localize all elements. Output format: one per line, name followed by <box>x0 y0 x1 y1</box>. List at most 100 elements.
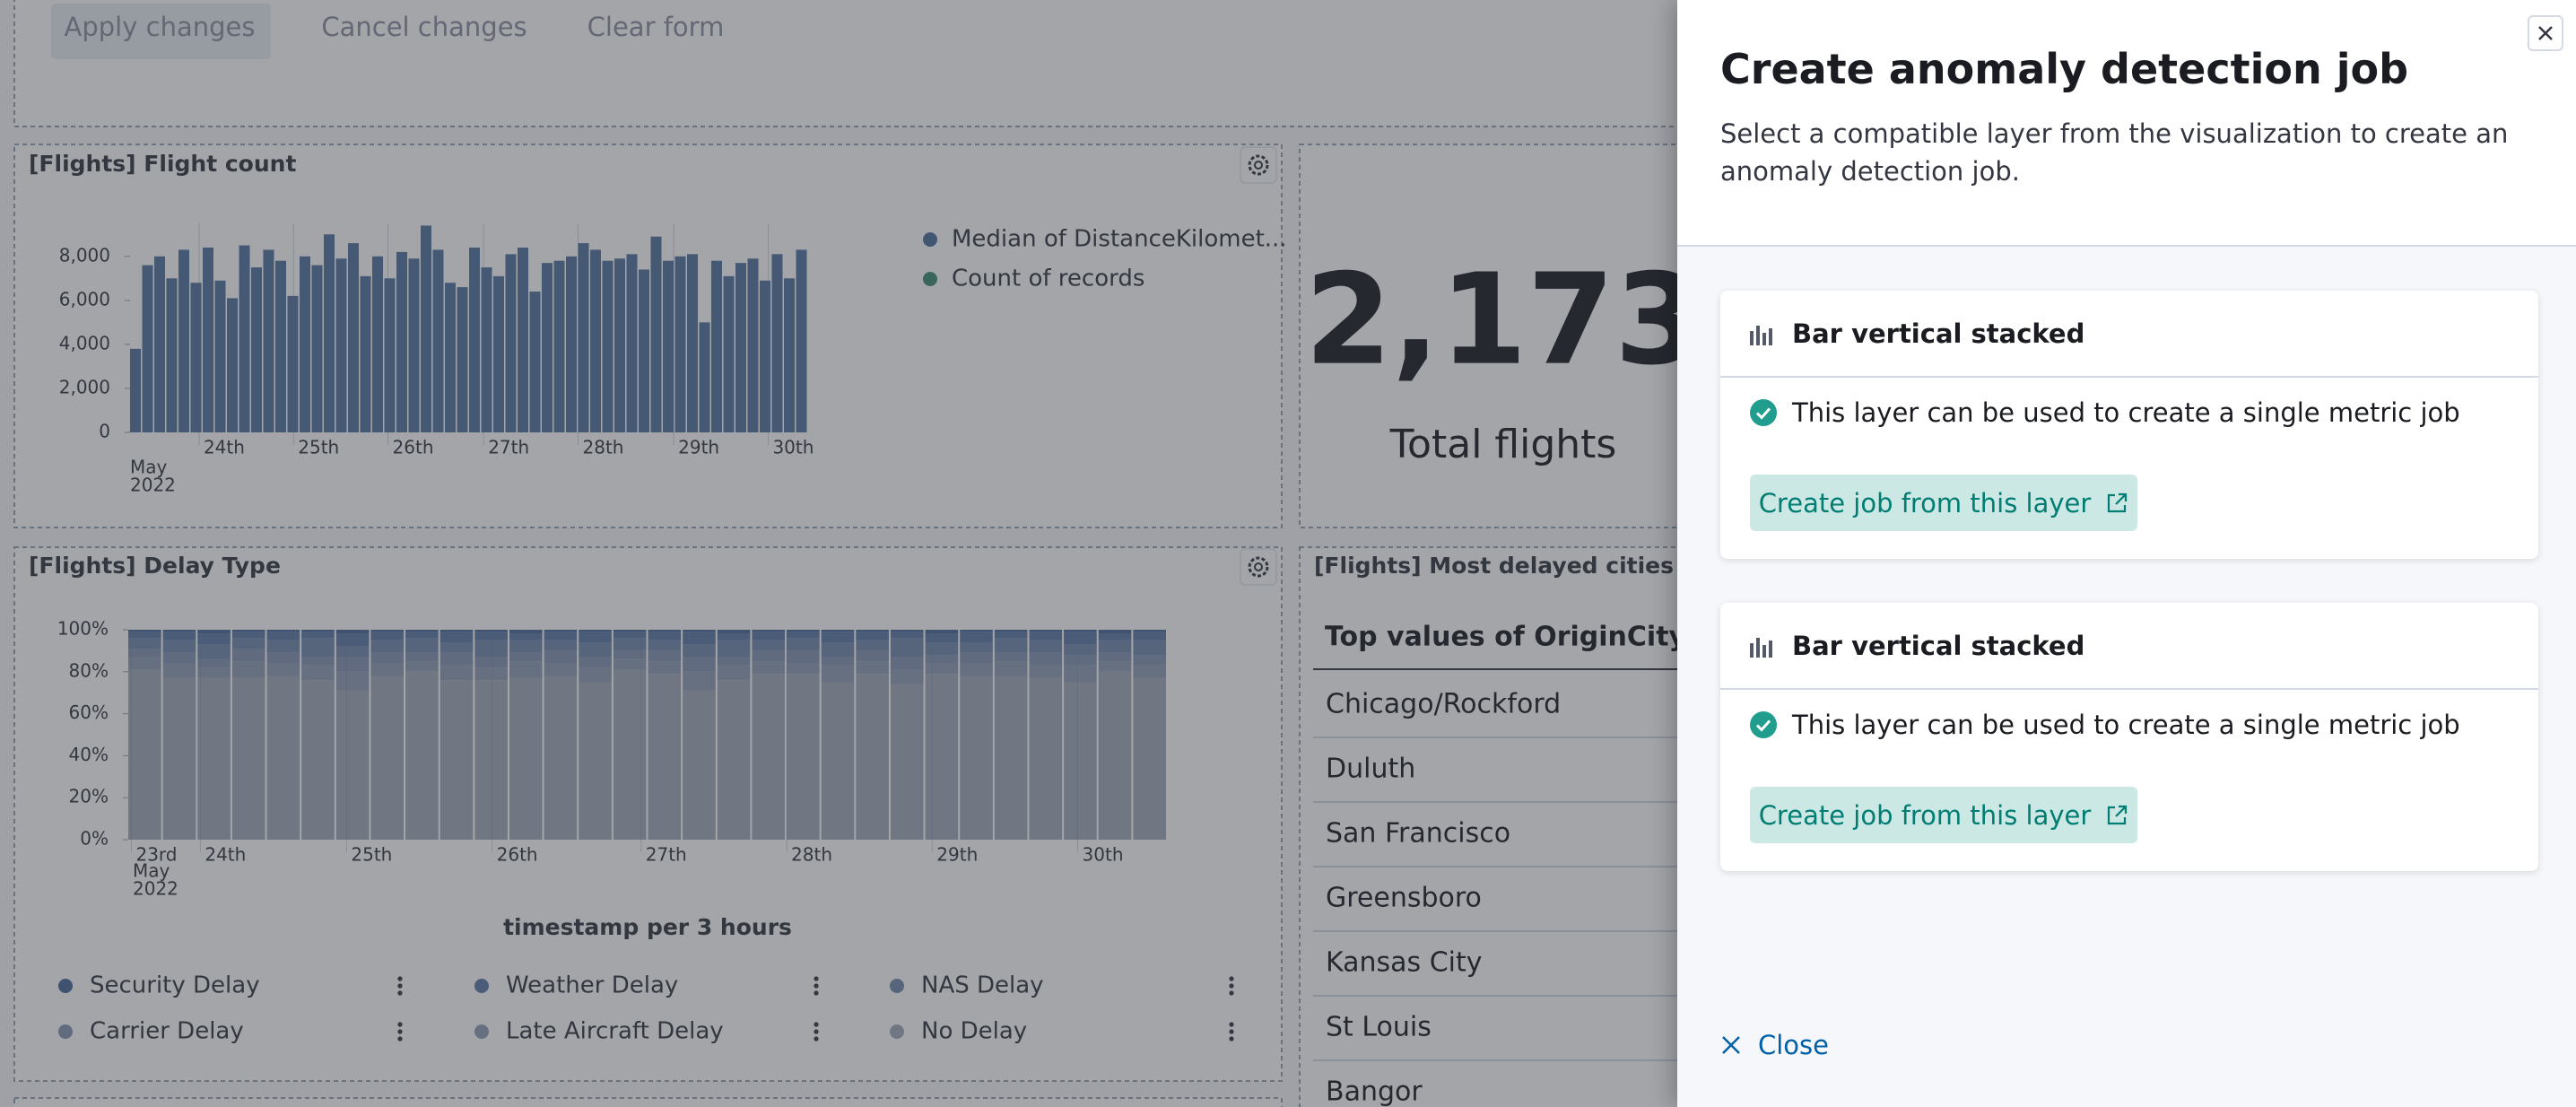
legend-label[interactable]: NAS Delay <box>921 972 1044 999</box>
bar-segment <box>648 650 682 662</box>
bar-segment <box>301 630 335 632</box>
toolbar-button[interactable]: Apply changes <box>65 12 256 42</box>
bar-segment <box>994 676 1028 840</box>
bar-segment <box>1133 640 1166 656</box>
legend-menu <box>814 1022 819 1027</box>
legend-dot <box>474 1024 489 1039</box>
bar-segment <box>231 661 265 678</box>
panel <box>13 0 1677 127</box>
toolbar-button[interactable]: Clear form <box>587 12 725 42</box>
bar <box>166 278 178 432</box>
panel-options-button[interactable] <box>1240 548 1277 586</box>
bar <box>214 280 226 432</box>
bar <box>614 258 625 432</box>
bar-segment <box>856 674 889 840</box>
bar-segment <box>128 669 161 840</box>
close-icon-button[interactable] <box>2528 15 2563 51</box>
check-icon <box>1750 399 1777 426</box>
bar <box>154 256 165 432</box>
bar-segment <box>301 680 335 840</box>
message-text: This layer can be used to create a singl… <box>1792 710 2460 740</box>
bar <box>602 260 614 432</box>
bar-segment <box>1029 652 1063 666</box>
close-button[interactable]: Close <box>1720 1030 1829 1060</box>
toolbar-button[interactable]: Cancel changes <box>321 12 527 42</box>
bar <box>469 247 480 432</box>
bar-segment <box>1029 677 1063 840</box>
bar <box>372 256 383 432</box>
bar-segment <box>335 630 370 634</box>
legend-dot <box>923 232 937 247</box>
bar-segment <box>925 655 959 664</box>
bar-segment <box>544 663 578 676</box>
flyout-description: Select a compatible layer from the visua… <box>1720 118 2509 187</box>
layer-card: Bar vertical stacked This layer can be u… <box>1720 291 2538 559</box>
create-job-button[interactable]: Create job from this layer <box>1750 475 2137 531</box>
bar-segment <box>752 630 786 632</box>
bar-segment <box>648 661 682 675</box>
legend-dot <box>890 979 904 993</box>
bar-segment <box>648 632 682 641</box>
bar-segment <box>1133 677 1166 840</box>
bar-segment <box>301 657 335 666</box>
bar-segment <box>1029 630 1063 632</box>
bar-segment <box>960 663 993 676</box>
metric-value: 2,173 <box>1305 248 1677 394</box>
panel-title: [Flights] Delay Type <box>29 553 281 579</box>
bar-segment <box>1064 655 1097 666</box>
bar <box>542 263 553 432</box>
bar-segment <box>752 661 786 675</box>
bar-segment <box>960 676 993 840</box>
bar-segment <box>231 649 265 662</box>
bar-segment <box>439 680 474 840</box>
x-sublabel: 2022 <box>130 475 176 496</box>
table-cell: Chicago/Rockford <box>1326 689 1561 720</box>
legend-label[interactable]: No Delay <box>921 1018 1027 1045</box>
flyout-title: Create anomaly detection job <box>1720 45 2409 93</box>
bar-segment <box>197 633 231 645</box>
bar-segment <box>128 657 161 670</box>
bar-segment <box>717 640 751 658</box>
card-title: Bar vertical stacked <box>1792 630 2085 661</box>
legend-label[interactable]: Security Delay <box>90 972 260 999</box>
bar-segment <box>370 652 405 664</box>
bar-segment <box>544 676 578 840</box>
legend-label[interactable]: Carrier Delay <box>90 1018 244 1045</box>
bar <box>639 269 649 432</box>
bar <box>142 265 153 432</box>
bar-segment <box>370 630 405 632</box>
bar-segment <box>1064 665 1097 683</box>
legend-label[interactable]: Weather Delay <box>506 972 678 999</box>
panel-options-button[interactable] <box>1240 146 1277 184</box>
column-header: Top values of OriginCityName <box>1325 622 1677 653</box>
bar <box>275 260 286 432</box>
legend-menu <box>397 983 403 989</box>
table-cell: Kansas City <box>1326 947 1483 979</box>
bar-segment <box>405 652 439 662</box>
bar-segment <box>1133 632 1166 641</box>
overlay-mask[interactable] <box>0 0 1677 1107</box>
bar <box>190 283 202 432</box>
bar-segment <box>890 669 924 684</box>
y-tick-label: 0 <box>99 421 110 442</box>
bar-segment <box>787 638 820 651</box>
bar-segment <box>890 684 924 840</box>
create-job-button[interactable]: Create job from this layer <box>1750 787 2137 843</box>
bar-segment <box>405 630 439 632</box>
bar-segment <box>787 663 820 675</box>
bar-segment <box>509 640 543 653</box>
bar-segment <box>162 663 196 678</box>
bar-segment <box>856 661 889 675</box>
x-tick-label: 30th <box>772 437 814 458</box>
bar-segment <box>1064 644 1097 656</box>
legend-dot <box>58 1024 73 1039</box>
legend-label[interactable]: Late Aircraft Delay <box>506 1018 724 1045</box>
y-tick-label: 6,000 <box>59 288 110 309</box>
bar-segment <box>994 630 1028 632</box>
bar <box>335 258 347 432</box>
bar <box>699 322 710 432</box>
table-cell: St Louis <box>1326 1012 1432 1043</box>
bar <box>432 249 444 432</box>
flyout-header: Create anomaly detection job Select a co… <box>1677 0 2576 247</box>
x-tick-label: 23rd <box>135 844 177 866</box>
